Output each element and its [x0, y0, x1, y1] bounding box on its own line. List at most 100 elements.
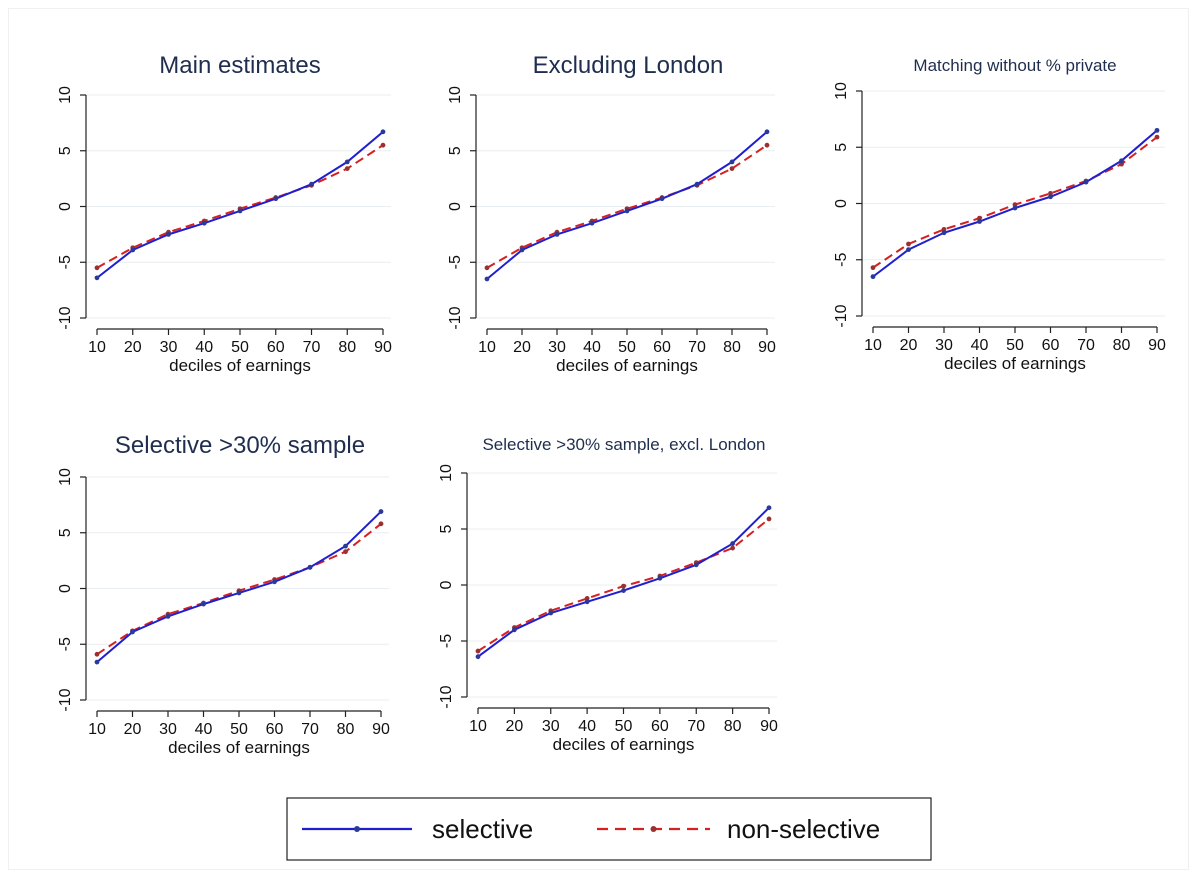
x-tick-label: 70	[687, 718, 705, 735]
x-axis-label: deciles of earnings	[553, 735, 695, 754]
data-point-selective	[201, 220, 207, 226]
series-line-selective	[486, 131, 768, 280]
x-tick-label: 20	[124, 339, 142, 356]
x-tick-label: 60	[266, 721, 284, 738]
legend-marker-selective	[354, 826, 360, 832]
y-tick-label: -10	[57, 688, 74, 711]
data-point-non-selective	[766, 516, 772, 522]
x-tick-label: 40	[971, 337, 989, 354]
y-tick-label: -10	[833, 304, 850, 327]
x-tick-label: 80	[1113, 337, 1131, 354]
data-point-selective	[941, 230, 947, 236]
data-point-non-selective	[484, 265, 490, 271]
data-point-selective	[659, 196, 665, 202]
data-point-selective	[764, 129, 770, 135]
y-tick-label: 5	[833, 143, 850, 152]
legend-label: selective	[432, 814, 533, 844]
data-point-non-selective	[344, 166, 350, 171]
data-point-selective	[307, 564, 313, 570]
data-point-selective	[236, 590, 242, 596]
data-point-selective	[519, 247, 525, 253]
y-tick-label: 0	[57, 202, 74, 211]
data-point-selective	[621, 588, 626, 593]
chart-panel-1: Main estimates -10 -5 0 5 10 10 20 30 40 50 60 70 80 9…	[57, 52, 392, 375]
data-point-selective	[1119, 158, 1124, 164]
data-point-non-selective	[906, 241, 911, 247]
data-point-selective	[343, 543, 348, 549]
data-point-non-selective	[730, 545, 736, 551]
data-point-non-selective	[343, 549, 348, 555]
data-point-non-selective	[94, 651, 100, 657]
x-tick-label: 50	[230, 721, 248, 738]
x-tick-label: 40	[578, 718, 596, 735]
x-tick-label: 50	[615, 718, 633, 735]
x-tick-label: 10	[88, 339, 106, 356]
data-point-selective	[730, 541, 736, 546]
data-point-selective	[166, 231, 171, 237]
x-tick-label: 90	[758, 339, 776, 356]
y-tick-label: 10	[57, 86, 74, 104]
x-tick-label: 50	[231, 339, 249, 356]
data-point-selective	[380, 129, 386, 135]
data-point-selective	[766, 505, 772, 511]
series-line-selective	[477, 507, 770, 658]
data-point-selective	[624, 208, 630, 214]
data-point-non-selective	[378, 521, 384, 527]
x-tick-label: 10	[478, 339, 496, 356]
y-tick-label: 5	[57, 528, 74, 537]
data-point-selective	[130, 629, 135, 635]
y-tick-label: 10	[833, 82, 850, 100]
x-tick-label: 20	[124, 721, 142, 738]
y-tick-label: -5	[438, 634, 455, 648]
x-tick-label: 50	[1006, 337, 1024, 354]
x-tick-label: 70	[303, 339, 321, 356]
y-tick-label: -5	[447, 255, 464, 269]
data-point-selective	[237, 208, 243, 214]
y-tick-label: 0	[833, 199, 850, 208]
y-tick-label: -5	[833, 253, 850, 267]
x-tick-label: 10	[88, 721, 106, 738]
chart-title: Selective >30% sample	[115, 432, 365, 459]
data-point-selective	[906, 247, 911, 253]
x-tick-label: 90	[1148, 337, 1166, 354]
x-tick-label: 30	[935, 337, 953, 354]
y-tick-label: 10	[447, 86, 464, 104]
data-point-selective	[201, 601, 206, 607]
data-point-selective	[657, 575, 663, 581]
x-tick-label: 10	[469, 718, 487, 735]
x-tick-label: 30	[542, 718, 560, 735]
data-point-selective	[1048, 194, 1053, 200]
x-tick-label: 80	[724, 718, 742, 735]
y-tick-label: 0	[447, 202, 464, 211]
x-tick-label: 80	[723, 339, 741, 356]
data-point-selective	[870, 274, 876, 280]
x-tick-label: 70	[301, 721, 319, 738]
x-tick-label: 90	[760, 718, 778, 735]
y-tick-label: 10	[57, 468, 74, 486]
data-point-non-selective	[621, 583, 626, 589]
y-tick-label: 0	[438, 580, 455, 589]
data-point-selective	[1083, 179, 1089, 185]
y-tick-label: -5	[57, 637, 74, 651]
x-tick-label: 10	[864, 337, 882, 354]
x-tick-label: 60	[651, 718, 669, 735]
data-point-non-selective	[870, 265, 876, 271]
data-point-selective	[584, 599, 590, 605]
x-axis-label: deciles of earnings	[169, 356, 311, 375]
data-point-non-selective	[1012, 202, 1018, 208]
y-tick-label: -5	[57, 255, 74, 269]
x-axis-label: deciles of earnings	[168, 738, 310, 757]
data-point-selective	[475, 654, 481, 660]
data-point-selective	[130, 247, 136, 253]
x-tick-label: 40	[195, 721, 213, 738]
y-tick-label: 0	[57, 584, 74, 593]
data-point-selective	[729, 159, 735, 165]
x-tick-label: 20	[513, 339, 531, 356]
data-point-selective	[484, 276, 490, 282]
x-axis-label: deciles of earnings	[944, 354, 1086, 373]
x-tick-label: 40	[195, 339, 213, 356]
data-point-non-selective	[941, 226, 947, 232]
data-point-non-selective	[1048, 190, 1053, 196]
series-line-non-selective	[486, 144, 768, 269]
data-point-selective	[165, 613, 171, 619]
